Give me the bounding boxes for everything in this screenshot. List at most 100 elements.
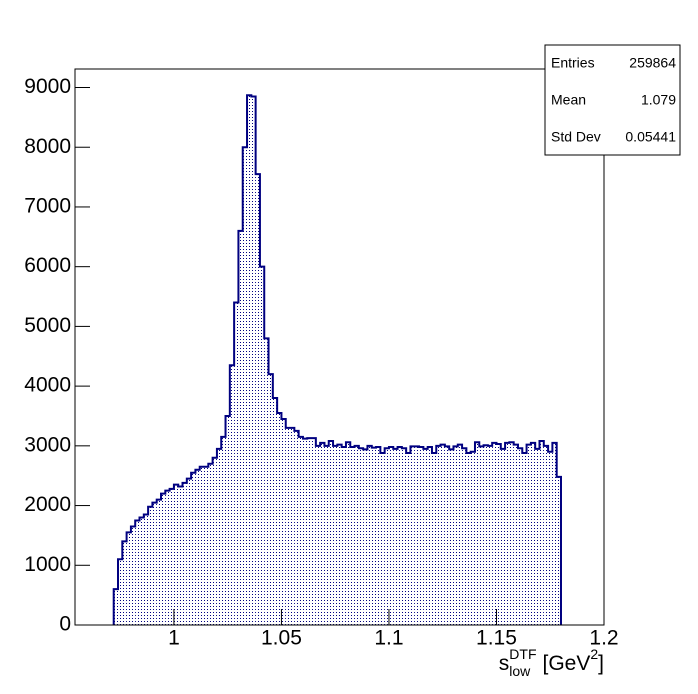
bar [367, 445, 372, 625]
bar [152, 502, 157, 625]
stats-box [544, 44, 681, 156]
bar [298, 436, 303, 625]
bar [423, 448, 428, 625]
bar [173, 484, 179, 625]
bar [397, 447, 402, 625]
bar [337, 444, 342, 625]
bar [474, 442, 480, 625]
y-tick-label: 1000 [24, 553, 71, 576]
bar [285, 427, 291, 625]
bar [419, 447, 424, 625]
y-tick-label: 4000 [24, 374, 71, 397]
bar [556, 476, 561, 625]
stats-value: 259864 [629, 55, 676, 71]
bar [548, 451, 553, 625]
stats-value: 1.079 [641, 92, 676, 108]
bar [449, 449, 454, 625]
stats-value: 0.05441 [625, 129, 676, 145]
bar [165, 490, 170, 625]
bar [208, 463, 213, 625]
bar [388, 447, 394, 625]
x-label-sup: DTF [509, 646, 536, 662]
bar [470, 451, 475, 625]
bar [191, 472, 196, 625]
x-tick-label: 1.05 [261, 627, 302, 650]
bar [436, 445, 441, 625]
bar [178, 486, 183, 625]
y-tick-label: 7000 [24, 195, 71, 218]
bar [500, 448, 506, 625]
x-tick-label: 1.15 [476, 627, 517, 650]
bar [483, 445, 488, 625]
x-label-sub: low [509, 663, 531, 679]
bar [328, 441, 334, 625]
bar [457, 444, 463, 625]
bar [247, 95, 252, 626]
bar [272, 398, 278, 625]
bar [311, 438, 316, 625]
bar [225, 415, 230, 625]
x-tick-label: 1 [168, 627, 180, 650]
bar [251, 96, 256, 625]
bar [199, 466, 205, 625]
bar [384, 448, 389, 625]
histogram-outline [112, 94, 562, 625]
bar [139, 517, 144, 625]
bar [264, 338, 269, 625]
bar [376, 447, 381, 625]
bar [118, 559, 123, 625]
bar [126, 532, 131, 625]
bar [290, 427, 295, 625]
bar [431, 453, 437, 625]
bar [148, 506, 153, 625]
bar [492, 442, 497, 625]
y-tick-label: 6000 [24, 254, 71, 277]
frame [74, 68, 605, 626]
bar [539, 441, 544, 625]
bar [320, 442, 325, 625]
bar [410, 446, 415, 625]
bar [315, 445, 321, 625]
bar [302, 438, 308, 625]
bar [358, 448, 364, 625]
bar [496, 444, 501, 625]
y-tick-label: 8000 [24, 135, 71, 158]
bar [333, 445, 338, 625]
bar [221, 436, 226, 625]
stats-label: Mean [551, 92, 586, 108]
bar [307, 438, 312, 625]
bar [522, 453, 527, 625]
bar [216, 448, 222, 625]
bar [535, 448, 540, 625]
bar [238, 230, 243, 625]
bar [212, 457, 217, 625]
bar [277, 412, 282, 625]
bar [530, 442, 536, 625]
bar [427, 447, 432, 625]
bar [479, 446, 484, 625]
x-label-base: s [499, 652, 510, 675]
bar [255, 174, 260, 625]
bar [156, 499, 162, 625]
bar [281, 418, 286, 625]
bar [513, 444, 518, 625]
bar [169, 488, 174, 625]
bar [242, 147, 248, 625]
y-tick-label: 2000 [24, 493, 71, 516]
bar [350, 447, 355, 625]
plot-area [112, 94, 562, 626]
bar [135, 520, 140, 625]
bar [341, 447, 346, 625]
bar [234, 302, 239, 625]
stats-label: Entries [551, 55, 595, 71]
bar [380, 453, 385, 625]
bar [186, 478, 192, 625]
bar [505, 442, 510, 625]
bar [122, 541, 127, 625]
bar [543, 445, 549, 625]
y-tick-label: 9000 [24, 75, 71, 98]
bar [354, 445, 359, 625]
x-label-unit-sup: 2 [590, 646, 598, 662]
x-axis-label: sDTF low [GeV2] [499, 646, 604, 679]
